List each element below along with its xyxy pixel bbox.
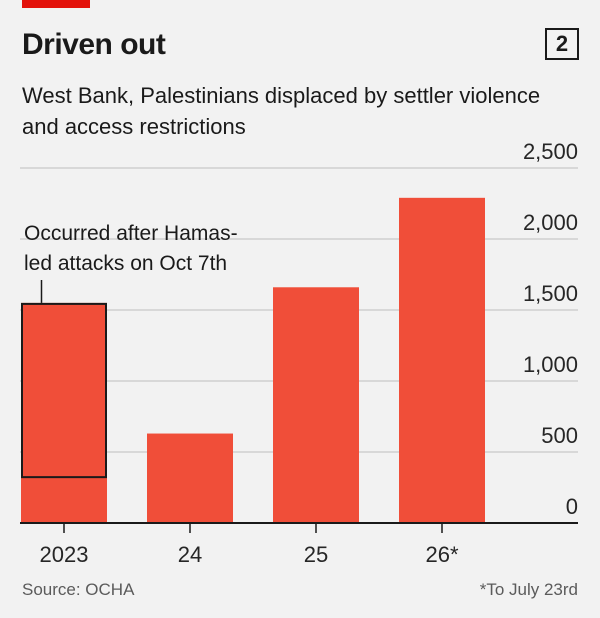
x-tick-label: 24 [178,542,202,567]
y-tick-label: 2,500 [523,139,578,164]
y-tick-labels: 0 500 1,000 1,500 2,000 2,500 [523,139,578,519]
bar-25 [273,287,359,523]
chart-subtitle: West Bank, Palestinians displaced by set… [22,83,541,139]
annotation: Occurred after Hamas-led attacks on Oct … [21,222,238,479]
chart-title: Driven out [22,28,166,61]
source-note: Source: OCHA [22,580,135,599]
bar-24 [147,433,233,523]
chart-number-badge: 2 [545,28,579,60]
y-tick-label: 1,500 [523,281,578,306]
bar-2023 [21,302,107,523]
annotation-text: led attacks on Oct 7th [24,252,227,275]
y-tick-label: 500 [541,423,578,448]
annotation-text: Occurred after Hamas- [24,222,238,245]
x-tick-labels: 2023 24 25 26* [20,522,578,567]
y-tick-label: 2,000 [523,210,578,235]
footnote: *To July 23rd [479,580,578,599]
y-tick-label: 0 [566,494,578,519]
annotation-box [21,302,107,479]
bar-26 [399,197,485,523]
accent-bar [22,0,90,8]
x-tick-label: 26* [425,542,458,567]
bars [21,197,485,523]
x-tick-label: 2023 [40,542,89,567]
x-tick-label: 25 [304,542,328,567]
y-tick-label: 1,000 [523,352,578,377]
